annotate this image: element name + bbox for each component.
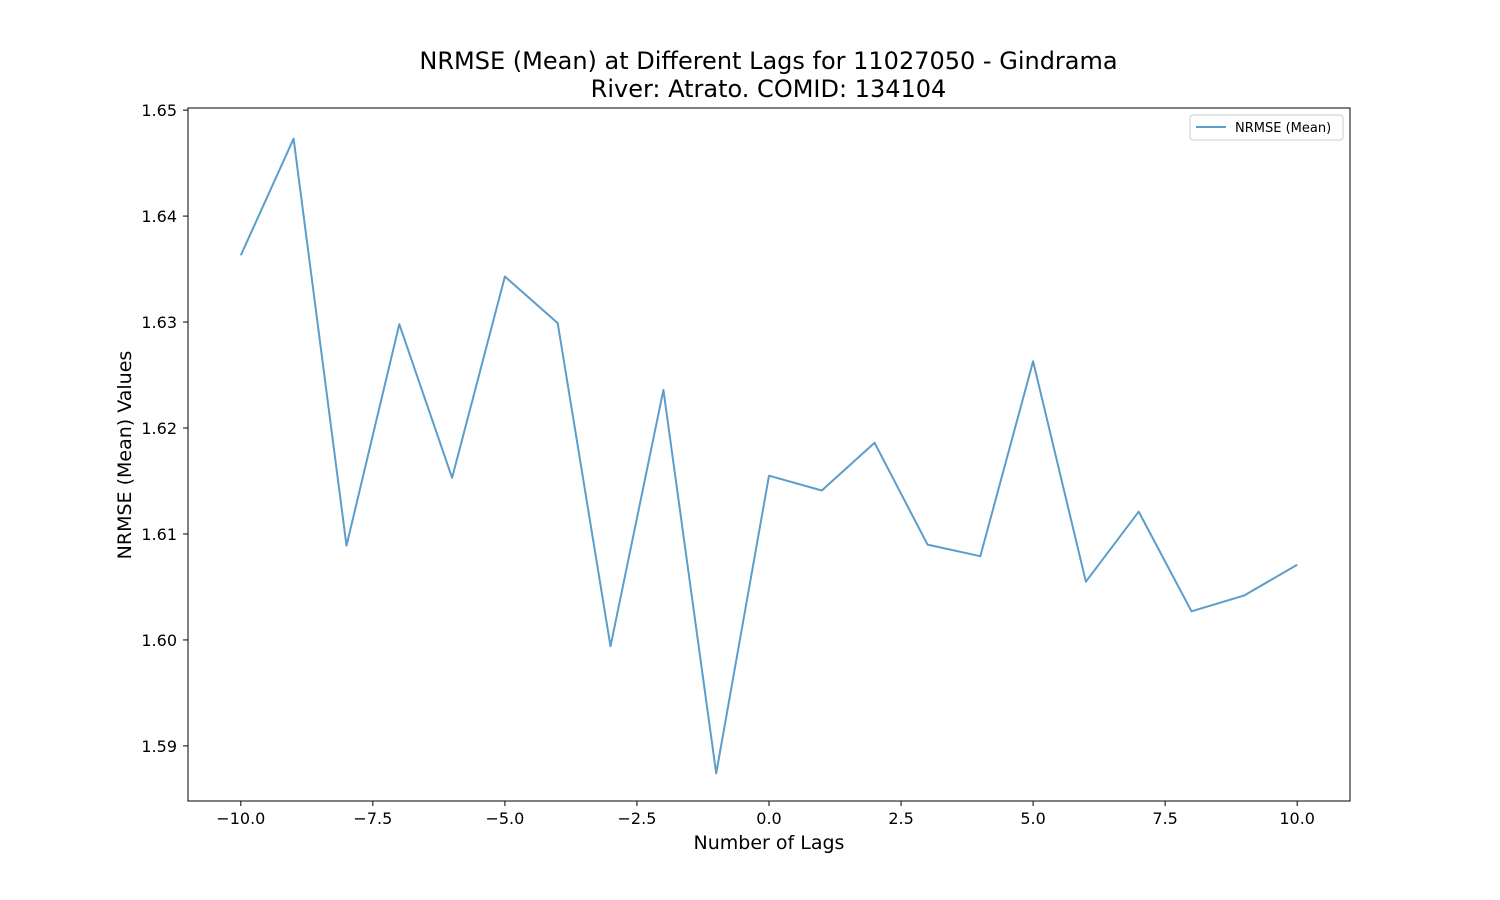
chart-title-line-2: River: Atrato. COMID: 134104	[590, 75, 947, 103]
x-axis-label: Number of Lags	[694, 832, 845, 854]
x-tick-label: 5.0	[1020, 809, 1045, 828]
y-tick-label: 1.61	[141, 525, 177, 544]
x-tick-label: 7.5	[1152, 809, 1177, 828]
x-tick-label: 2.5	[888, 809, 913, 828]
series-layer	[239, 137, 1298, 775]
x-tick-label: −5.0	[485, 809, 524, 828]
x-tick-label: −2.5	[618, 809, 657, 828]
plot-area-frame	[187, 107, 1351, 802]
y-axis-ticks: 1.59 1.60 1.61 1.62 1.63 1.64 1.65	[141, 101, 188, 756]
x-tick-label: −7.5	[353, 809, 392, 828]
y-tick-label: 1.63	[141, 313, 177, 332]
y-tick-label: 1.65	[141, 101, 177, 120]
x-tick-label: 0.0	[756, 809, 781, 828]
legend-box	[1189, 114, 1344, 141]
series-line	[239, 137, 1298, 775]
legend-label: NRMSE (Mean)	[1235, 121, 1331, 136]
y-tick-label: 1.64	[141, 207, 177, 226]
y-tick-label: 1.59	[141, 737, 177, 756]
y-tick-label: 1.60	[141, 631, 177, 650]
y-tick-label: 1.62	[141, 419, 177, 438]
chart-title-line-1: NRMSE (Mean) at Different Lags for 11027…	[419, 47, 1118, 75]
x-tick-label: −10.0	[216, 809, 265, 828]
y-axis-label: NRMSE (Mean) Values	[114, 351, 136, 560]
legend: NRMSE (Mean)	[1189, 114, 1344, 141]
x-axis-ticks: −10.0 −7.5 −5.0 −2.5 0.0 2.5 5.0 7.5 10.0	[216, 801, 1315, 828]
x-tick-label: 10.0	[1279, 809, 1315, 828]
